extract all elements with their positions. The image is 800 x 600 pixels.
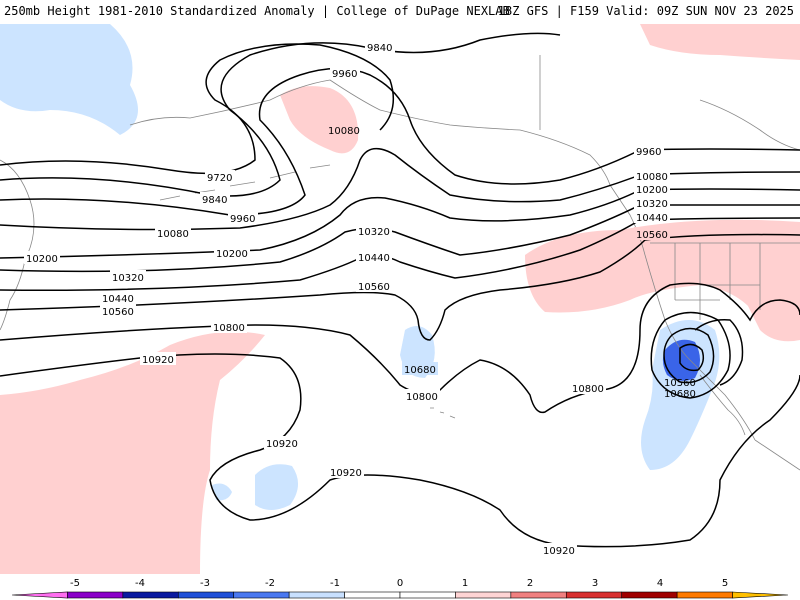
label-10800-c: 10800 (572, 384, 604, 395)
label-10920-b: 10920 (266, 439, 298, 450)
label-9840-b: 9840 (202, 195, 227, 206)
contour-10560 (0, 233, 800, 341)
label-9960-b: 9960 (230, 214, 255, 225)
colorbar-segment (565, 591, 623, 599)
contour-sw-closed (694, 318, 744, 386)
colorbar-segment (67, 591, 124, 599)
colorbar-tick-label: 0 (397, 578, 403, 589)
colorbar-tick-label: -1 (330, 578, 340, 589)
positive-anomaly-ne (640, 24, 800, 60)
label-10920: 10920 (142, 355, 174, 366)
colorbar-segment (177, 591, 235, 599)
positive-anomaly-se (745, 289, 800, 342)
colorbar-tick-label: 5 (722, 578, 728, 589)
label-10200-b: 10200 (216, 249, 248, 260)
label-10800: 10800 (213, 323, 245, 334)
header: 250mb Height 1981-2010 Standardized Anom… (0, 0, 800, 22)
colorbar-segment (399, 591, 456, 599)
label-10320-e: 10320 (636, 199, 668, 210)
label-10920-c: 10920 (330, 468, 362, 479)
contour-low-core (679, 343, 705, 372)
contour-low-inner (663, 327, 715, 384)
negative-anomaly-small (212, 483, 232, 501)
model-valid-time: 18Z GFS | F159 Valid: 09Z SUN NOV 23 202… (497, 4, 794, 18)
colorbar-segment (676, 591, 733, 599)
state-borders (674, 243, 761, 320)
positive-anomaly-west-us (525, 219, 800, 334)
label-9960-e: 9960 (636, 147, 661, 158)
label-low-10680: 10680 (664, 389, 696, 400)
map-title: 250mb Height 1981-2010 Standardized Anom… (4, 4, 510, 18)
label-9840: 9840 (367, 43, 392, 54)
label-10440-b: 10440 (102, 294, 134, 305)
label-low-10560: 10560 (664, 378, 696, 389)
positive-anomaly-alaska (280, 86, 359, 154)
colorbar-segment (455, 591, 512, 599)
colorbar-tick-label: -5 (70, 578, 80, 589)
colorbar-tick-label: -4 (135, 578, 145, 589)
colorbar-tick-label: 3 (592, 578, 598, 589)
colorbar: -5 -4 -3 -2 -1 0 1 2 3 4 5 (11, 578, 789, 599)
colorbar-segment (11, 591, 68, 599)
label-10080-e: 10080 (636, 172, 668, 183)
colorbar-segment (233, 591, 290, 599)
label-10440: 10440 (358, 253, 390, 264)
positive-anomaly-sw (0, 331, 265, 574)
hawaii (430, 407, 456, 419)
label-10800-b: 10800 (406, 392, 438, 403)
colorbar-tick-label: 2 (527, 578, 533, 589)
label-10080: 10080 (328, 126, 360, 137)
colorbar-tick-label: 1 (462, 578, 468, 589)
baja (699, 374, 746, 436)
colorbar-segment (122, 591, 179, 599)
colorbar-tick-label: 4 (657, 578, 663, 589)
negative-anomaly-nw (0, 24, 138, 135)
label-10560-b: 10560 (102, 307, 134, 318)
label-10080-b: 10080 (157, 229, 189, 240)
aleutians (159, 164, 331, 201)
label-10920-d: 10920 (543, 546, 575, 557)
coast-alaska (129, 79, 611, 186)
colorbar-segment (288, 591, 345, 599)
label-9720: 9720 (207, 173, 232, 184)
contour-10920 (0, 353, 800, 548)
colorbar-segment (621, 591, 678, 599)
label-10320: 10320 (358, 227, 390, 238)
contour-10080 (0, 147, 800, 231)
label-10560: 10560 (358, 282, 390, 293)
colorbar-segment (732, 591, 789, 599)
hudson-bay-coast (699, 99, 800, 151)
label-10320-b: 10320 (112, 273, 144, 284)
map-panel: 9840 9960 10080 9720 9840 9960 10080 102… (0, 22, 800, 574)
colorbar-ticks: -5 -4 -3 -2 -1 0 1 2 3 4 5 (70, 578, 728, 589)
negative-anomaly-south (255, 464, 299, 510)
colorbar-tick-label: -3 (200, 578, 210, 589)
colorbar-segments (11, 591, 789, 599)
label-10440-e: 10440 (636, 213, 668, 224)
label-10200: 10200 (26, 254, 58, 265)
label-10680: 10680 (404, 365, 436, 376)
contour-9840 (0, 32, 561, 197)
colorbar-segment (344, 591, 401, 599)
contour-10800 (0, 282, 800, 414)
anomaly-shading (0, 24, 800, 574)
coast-west-us (644, 254, 756, 441)
label-10200-e: 10200 (636, 185, 668, 196)
mexico-coast (754, 439, 800, 471)
contour-labels: 9840 9960 10080 9720 9840 9960 10080 102… (24, 40, 696, 557)
colorbar-tick-label: -2 (265, 578, 275, 589)
contour-9720 (0, 43, 395, 175)
colorbar-segment (510, 591, 567, 599)
label-9960: 9960 (332, 69, 357, 80)
contour-low-outer (650, 311, 731, 399)
label-10560-e: 10560 (636, 230, 668, 241)
